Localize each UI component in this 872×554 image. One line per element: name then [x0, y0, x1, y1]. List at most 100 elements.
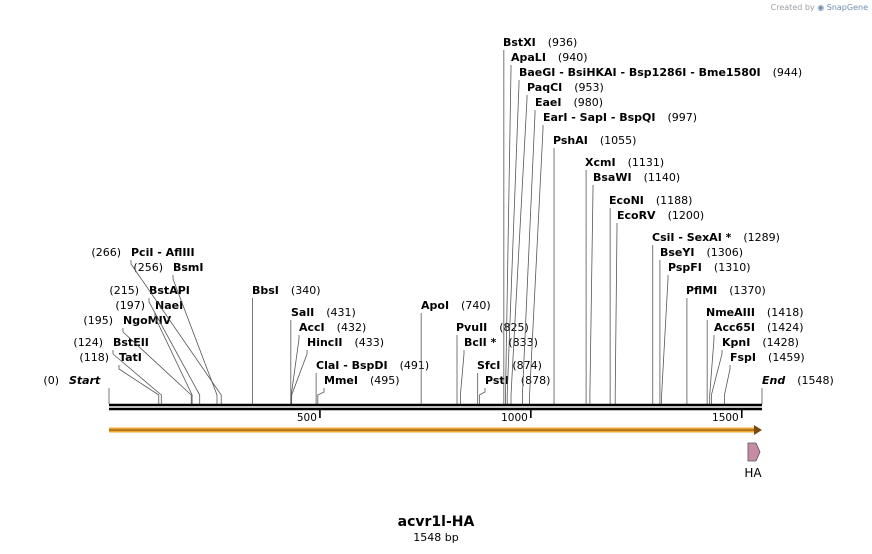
enzyme-name: BseYI [660, 246, 694, 259]
sequence-name: acvr1l-HA [397, 514, 475, 530]
enzyme-name: KpnI [722, 336, 750, 349]
cut-site-line [112, 350, 162, 404]
cut-position: (124) [73, 336, 103, 349]
cut-site-line [172, 275, 218, 404]
cut-site-line [724, 365, 731, 404]
cut-site: TatI (118) [79, 351, 160, 404]
cut-position: (833) [508, 336, 538, 349]
cut-site-line [478, 388, 486, 404]
enzyme-name: PciI - AflIII [131, 246, 195, 259]
credit-brand: SnapGene [826, 3, 868, 12]
enzyme-name: ClaI - BspDI [316, 359, 388, 372]
enzyme-name: BstEII [113, 336, 149, 349]
cut-position: (340) [291, 284, 321, 297]
enzyme-name: SfcI [477, 359, 500, 372]
cut-site: AccI (432) [290, 321, 367, 404]
cut-site: PspFI (1310) [661, 261, 750, 404]
cut-site: CsiI - SexAI * (1289) [652, 231, 780, 404]
cut-position: (740) [461, 299, 491, 312]
enzyme-name: HincII [307, 336, 343, 349]
cut-site: End (1548) [761, 374, 834, 404]
enzyme-name: FspI [730, 351, 756, 364]
cut-position: (1188) [656, 194, 693, 207]
cut-position: (940) [558, 51, 588, 64]
scale-tick-label: 500 [297, 412, 317, 424]
cut-site-line [317, 388, 325, 404]
cut-site: ApaLI (940) [505, 51, 588, 404]
scale-tick-label: 1500 [712, 412, 739, 424]
enzyme-name: BstXI [503, 36, 536, 49]
cut-site: BsmI (256) [133, 261, 218, 404]
cut-site: BstXI (936) [503, 36, 577, 404]
cut-position: (431) [326, 306, 356, 319]
enzyme-name: Start [69, 374, 101, 387]
cut-site: NmeAIII (1418) [706, 306, 804, 404]
enzyme-name: PshAI [553, 134, 588, 147]
enzyme-name: BclI * [464, 336, 497, 349]
enzyme-name: EaeI [535, 96, 562, 109]
enzyme-name: EcoRV [617, 209, 656, 222]
enzyme-name: PspFI [668, 261, 702, 274]
cut-position: (1370) [729, 284, 766, 297]
cut-position: (432) [337, 321, 367, 334]
cut-site: ClaI - BspDI (491) [315, 359, 429, 404]
cut-site: SfcI (874) [477, 359, 542, 404]
enzyme-name: BaeGI - BsiHKAI - Bsp1286I - Bme1580I [519, 66, 761, 79]
cut-position: (118) [79, 351, 109, 364]
enzyme-name: ApaLI [511, 51, 546, 64]
ha-feature-arrow [747, 442, 761, 462]
orf-arrow-head [754, 425, 762, 435]
cut-position: (256) [133, 261, 163, 274]
cut-site: ApoI (740) [420, 299, 491, 404]
enzyme-name: NgoMIV [123, 314, 172, 327]
cut-position: (874) [512, 359, 542, 372]
cut-site: NgoMIV (195) [83, 314, 192, 404]
cut-position: (936) [548, 36, 578, 49]
enzyme-name: PvuII [456, 321, 487, 334]
enzyme-name: ApoI [421, 299, 449, 312]
cut-position: (944) [773, 66, 803, 79]
enzyme-name: XcmI [585, 156, 616, 169]
cut-site: BstEII (124) [73, 336, 162, 404]
cut-position: (495) [370, 374, 400, 387]
cut-position: (195) [83, 314, 113, 327]
cut-site-line [529, 125, 544, 404]
cut-site-line [510, 95, 528, 404]
cut-position: (1306) [706, 246, 743, 259]
cut-position: (1200) [668, 209, 705, 222]
cut-site: BseYI (1306) [659, 246, 743, 404]
cut-site-line [122, 328, 192, 404]
enzyme-name: MmeI [324, 374, 358, 387]
cut-site: BbsI (340) [252, 284, 321, 404]
enzyme-name: PaqCI [527, 81, 562, 94]
cut-site-line [709, 335, 715, 404]
snapgene-credit: Created by ◉ SnapGene [771, 3, 868, 12]
enzyme-name: AccI [299, 321, 325, 334]
cut-site-line [589, 185, 594, 404]
snapgene-logo-icon: ◉ [817, 3, 825, 12]
cut-site-line [505, 65, 512, 404]
cut-site: KpnI (1428) [710, 336, 799, 404]
cut-site-line [118, 365, 160, 404]
enzyme-name: CsiI - SexAI * [652, 231, 732, 244]
cut-site: PstI (878) [478, 374, 551, 404]
enzyme-name: Acc65I [714, 321, 755, 334]
cut-site-line [154, 313, 193, 404]
cut-site: Acc65I (1424) [709, 321, 804, 404]
cut-site: SalI (431) [290, 306, 356, 404]
cut-position: (433) [355, 336, 385, 349]
enzyme-name: PstI [485, 374, 509, 387]
cut-site: BaeGI - BsiHKAI - Bsp1286I - Bme1580I (94… [506, 66, 803, 404]
cut-position: (1055) [600, 134, 637, 147]
cut-position: (0) [43, 374, 59, 387]
ha-feature-label: HA [744, 466, 762, 480]
cut-position: (1424) [767, 321, 804, 334]
credit-prefix: Created by [770, 3, 815, 12]
cut-site: PciI - AflIII (266) [91, 246, 222, 404]
enzyme-name: BstAPI [149, 284, 190, 297]
cut-position: (878) [521, 374, 551, 387]
enzyme-name: End [762, 374, 785, 387]
cut-site-line [661, 275, 669, 404]
enzyme-name: BsmI [173, 261, 204, 274]
